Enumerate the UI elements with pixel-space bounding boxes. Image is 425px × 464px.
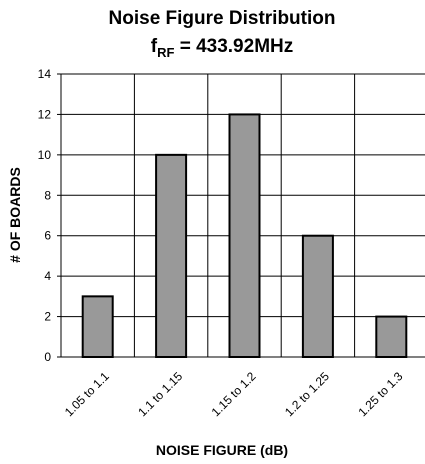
bar bbox=[301, 234, 334, 358]
bars bbox=[81, 113, 408, 359]
x-axis-label: NOISE FIGURE (dB) bbox=[156, 442, 288, 458]
bar bbox=[228, 113, 261, 358]
y-tick-labels: 0 2 4 6 8 10 12 14 bbox=[38, 67, 52, 364]
y-tick-label: 8 bbox=[44, 188, 51, 202]
subtitle-prefix: f bbox=[151, 36, 158, 57]
x-tick-labels: 1.05 to 1.1 1.1 to 1.15 1.15 to 1.2 1.2 to … bbox=[62, 369, 406, 419]
bar bbox=[375, 315, 408, 359]
y-tick-label: 6 bbox=[44, 229, 51, 243]
x-tick-label: 1.05 to 1.1 bbox=[62, 369, 112, 419]
y-tick-label: 12 bbox=[38, 107, 52, 121]
x-tick-label: 1.2 to 1.25 bbox=[282, 369, 332, 419]
subtitle-subscript: RF bbox=[157, 45, 174, 60]
x-tick-label: 1.1 to 1.15 bbox=[135, 369, 185, 419]
y-tick-label: 4 bbox=[44, 269, 51, 283]
axes bbox=[57, 73, 425, 358]
bar bbox=[81, 295, 114, 359]
grid-lines bbox=[61, 73, 425, 357]
x-tick-label: 1.25 to 1.3 bbox=[355, 369, 405, 419]
y-tick-label: 2 bbox=[44, 310, 51, 324]
y-axis-label: # OF BOARDS bbox=[7, 167, 23, 263]
chart-title: Noise Figure Distribution bbox=[109, 8, 336, 29]
y-tick-label: 14 bbox=[38, 67, 52, 81]
y-tick-label: 0 bbox=[44, 350, 51, 364]
y-tick-label: 10 bbox=[38, 148, 52, 162]
chart-subtitle: fRF = 433.92MHz bbox=[151, 36, 294, 60]
subtitle-text: = 433.92MHz bbox=[174, 36, 293, 57]
bar bbox=[155, 153, 188, 358]
x-tick-label: 1.15 to 1.2 bbox=[209, 369, 259, 419]
